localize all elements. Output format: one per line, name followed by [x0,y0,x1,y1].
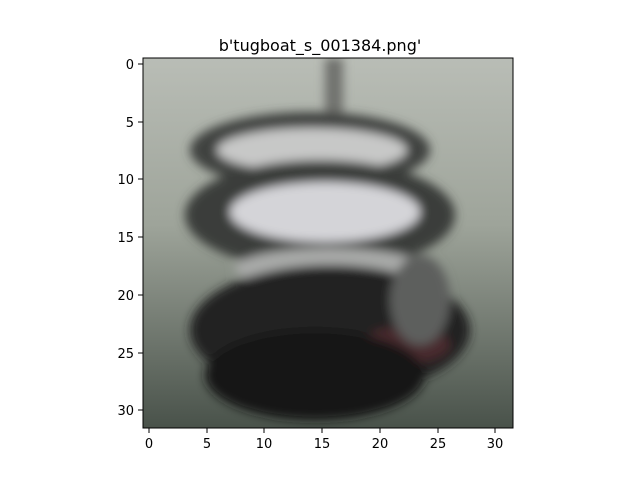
y-tick-25: 25 [117,347,134,362]
x-tick-20: 20 [372,437,389,452]
y-axis: 0 5 10 15 20 25 30 [117,58,143,419]
y-tick-15: 15 [117,231,134,246]
x-tick-30: 30 [487,437,504,452]
x-tick-10: 10 [256,437,273,452]
tugboat-image [143,58,513,428]
x-tick-5: 5 [203,437,211,452]
y-tick-10: 10 [117,173,134,188]
image-frame [142,57,514,429]
y-tick-20: 20 [117,289,134,304]
x-axis: 0 5 10 15 20 25 30 [145,428,503,452]
figure-title: b'tugboat_s_001384.png' [218,36,422,55]
x-tick-15: 15 [314,437,331,452]
x-tick-25: 25 [430,437,447,452]
y-tick-0: 0 [126,58,134,73]
y-tick-5: 5 [126,116,134,131]
x-tick-0: 0 [145,437,153,452]
y-tick-30: 30 [117,404,134,419]
